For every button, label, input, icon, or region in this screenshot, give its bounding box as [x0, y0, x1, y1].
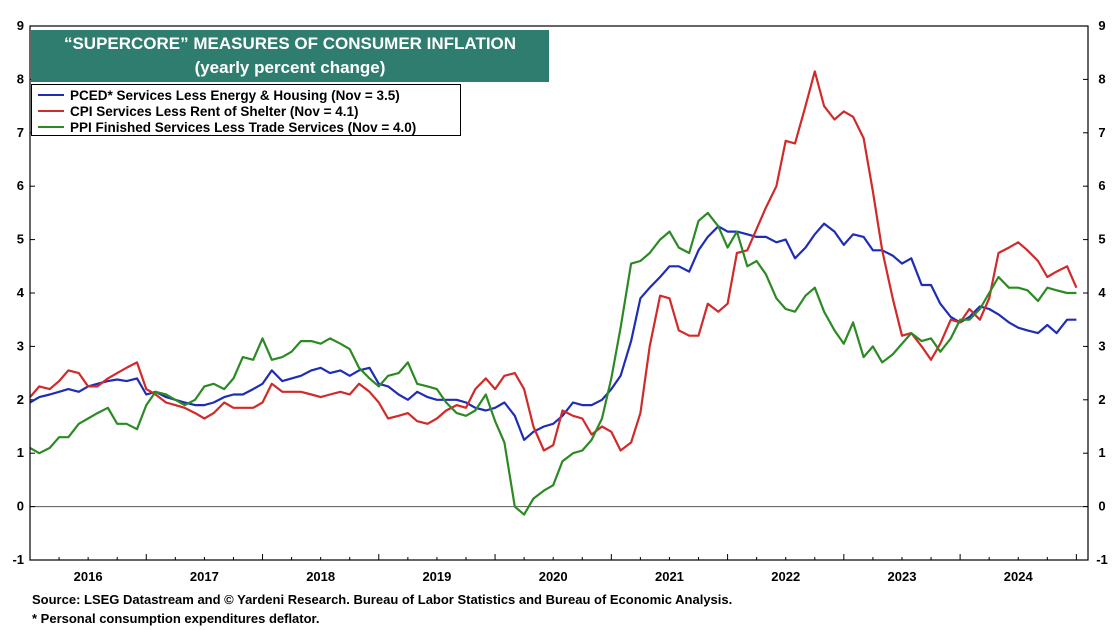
y-tick-label: 2 — [17, 392, 24, 407]
legend-item: PPI Finished Services Less Trade Service… — [38, 119, 454, 135]
y-tick-label: 0 — [1098, 499, 1105, 514]
y-tick-label: 2 — [1098, 392, 1105, 407]
chart-title-box: “SUPERCORE” MEASURES OF CONSUMER INFLATI… — [31, 30, 549, 82]
legend-swatch-ppi — [38, 126, 64, 128]
legend-label-ppi: PPI Finished Services Less Trade Service… — [70, 119, 417, 135]
y-tick-label: 3 — [1098, 338, 1105, 353]
y-tick-label: 9 — [1098, 18, 1105, 33]
x-axis: 2016 2017 2018 2019 2020 2021 2022 2023 2024 — [29, 554, 1077, 584]
x-tick-label: 2017 — [190, 569, 219, 584]
y-tick-label: 8 — [17, 71, 24, 86]
x-tick-label: 2016 — [74, 569, 103, 584]
footnote: * Personal consumption expenditures defl… — [32, 611, 320, 626]
series-pced-line — [29, 222, 1077, 441]
y-tick-label: -1 — [12, 552, 24, 567]
x-tick-label: 2022 — [771, 569, 800, 584]
series-lines — [29, 70, 1078, 516]
x-tick-label: 2023 — [888, 569, 917, 584]
series-cpi-line — [29, 70, 1078, 452]
y-tick-label: 4 — [17, 285, 25, 300]
legend-item: PCED* Services Less Energy & Housing (No… — [38, 87, 454, 103]
legend-swatch-pced — [38, 94, 64, 96]
chart-subtitle: (yearly percent change) — [194, 58, 386, 77]
y-tick-label: 6 — [17, 178, 24, 193]
x-tick-label: 2018 — [306, 569, 335, 584]
y-tick-label: 5 — [1098, 232, 1105, 247]
legend: PCED* Services Less Energy & Housing (No… — [31, 84, 461, 136]
y-axis-right: -1 0 1 2 3 4 5 6 7 8 9 — [1096, 18, 1108, 567]
y-tick-label: 1 — [17, 445, 24, 460]
y-tick-label: 4 — [1098, 285, 1106, 300]
y-tick-label: 3 — [17, 338, 24, 353]
y-axis-left: -1 0 1 2 3 4 5 6 7 8 9 — [12, 18, 24, 567]
source-note: Source: LSEG Datastream and © Yardeni Re… — [32, 592, 733, 607]
y-tick-label: 8 — [1098, 71, 1105, 86]
y-tick-label: 1 — [1098, 445, 1105, 460]
chart-title: “SUPERCORE” MEASURES OF CONSUMER INFLATI… — [63, 34, 517, 53]
y-tick-label: 0 — [17, 499, 24, 514]
x-tick-label: 2019 — [422, 569, 451, 584]
x-tick-label: 2021 — [655, 569, 684, 584]
x-tick-label: 2024 — [1004, 569, 1034, 584]
legend-label-cpi: CPI Services Less Rent of Shelter (Nov =… — [70, 103, 359, 119]
y-tick-label: 9 — [17, 18, 24, 33]
legend-label-pced: PCED* Services Less Energy & Housing (No… — [70, 87, 400, 103]
y-tick-label: 7 — [1098, 125, 1105, 140]
y-tick-label: 5 — [17, 232, 24, 247]
legend-item: CPI Services Less Rent of Shelter (Nov =… — [38, 103, 454, 119]
y-tick-label: -1 — [1096, 552, 1108, 567]
y-tick-label: 6 — [1098, 178, 1105, 193]
series-ppi-line — [29, 211, 1077, 516]
x-tick-label: 2020 — [539, 569, 568, 584]
legend-swatch-cpi — [38, 110, 64, 112]
plot-frame — [29, 25, 1089, 561]
y-tick-label: 7 — [17, 125, 24, 140]
